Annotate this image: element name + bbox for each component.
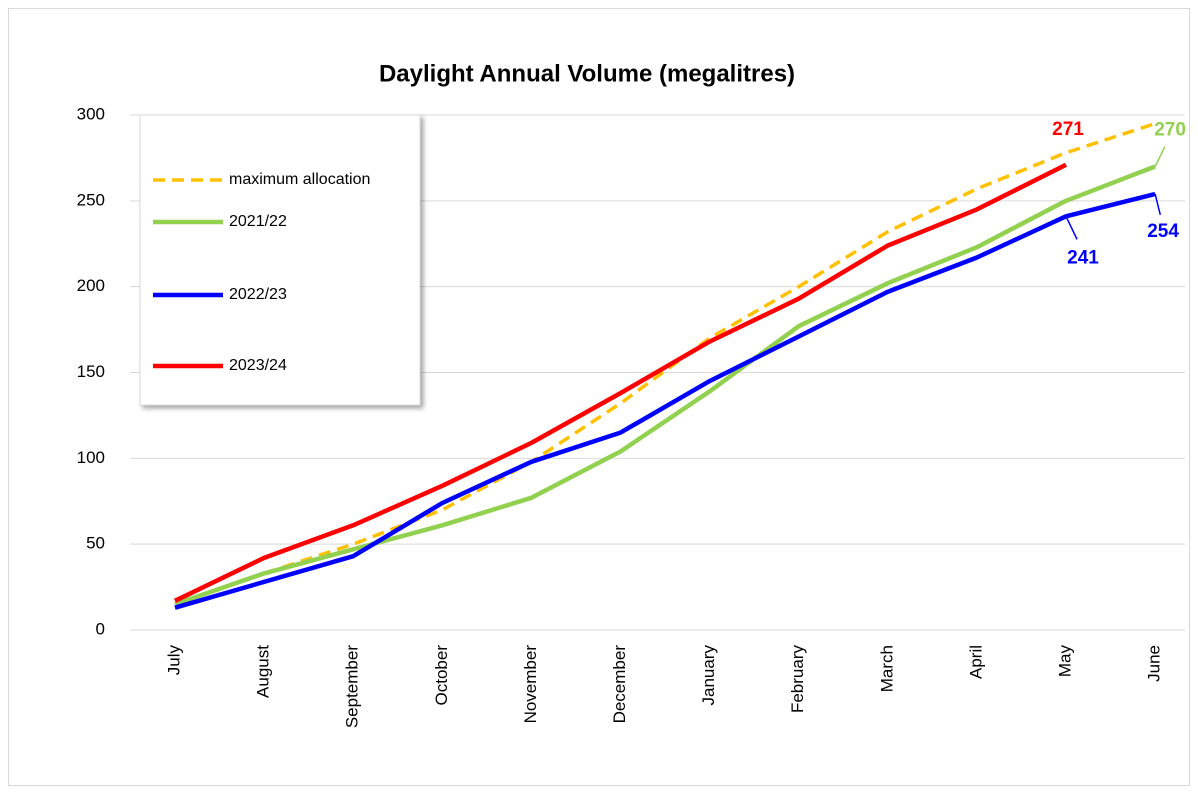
data-label: 271 xyxy=(1052,119,1084,140)
leader-line xyxy=(1154,193,1162,216)
series-line xyxy=(174,191,1156,610)
legend-box xyxy=(139,114,421,406)
x-tick-label: November xyxy=(521,645,540,724)
legend-label: 2023/24 xyxy=(229,357,287,374)
x-tick-label: October xyxy=(432,645,451,706)
data-label: 241 xyxy=(1067,247,1099,268)
x-tick-label: September xyxy=(343,645,362,728)
x-tick-label: April xyxy=(966,645,985,679)
series-line xyxy=(174,162,1068,603)
x-tick-label: June xyxy=(1145,645,1164,682)
x-tick-label: March xyxy=(877,645,896,692)
x-tick-label: May xyxy=(1055,645,1074,678)
legend-label: 2022/23 xyxy=(229,286,287,303)
legend-label: maximum allocation xyxy=(229,171,370,188)
legend-label: 2021/22 xyxy=(229,213,287,230)
grid: 0 50 100 150 200 250 300 July August September Oct… xyxy=(77,104,1185,728)
legend: maximum allocation 2021/22 2022/23 2023/24 xyxy=(139,114,421,406)
x-tick-label: February xyxy=(788,645,807,714)
y-tick-label: 0 xyxy=(96,619,105,638)
y-tick-label: 200 xyxy=(77,276,105,295)
y-tick-label: 100 xyxy=(77,448,105,467)
leader-line xyxy=(1154,146,1166,167)
chart-title: Daylight Annual Volume (megalitres) xyxy=(379,60,795,87)
x-tick-label: July xyxy=(164,645,183,676)
y-tick-label: 150 xyxy=(77,362,105,381)
x-tick-label: December xyxy=(610,645,629,724)
data-label: 254 xyxy=(1147,221,1179,242)
y-tick-label: 250 xyxy=(77,190,105,209)
y-tick-label: 50 xyxy=(86,534,105,553)
labels: 270 241 254 271 xyxy=(1052,119,1186,268)
series-line xyxy=(174,121,1156,606)
series-line xyxy=(174,164,1156,607)
plot xyxy=(174,121,1156,610)
y-tick-label: 300 xyxy=(77,104,105,123)
leader-line xyxy=(1065,215,1078,240)
x-tick-label: August xyxy=(254,645,273,698)
data-label: 270 xyxy=(1154,120,1186,141)
x-tick-label: January xyxy=(699,645,718,706)
